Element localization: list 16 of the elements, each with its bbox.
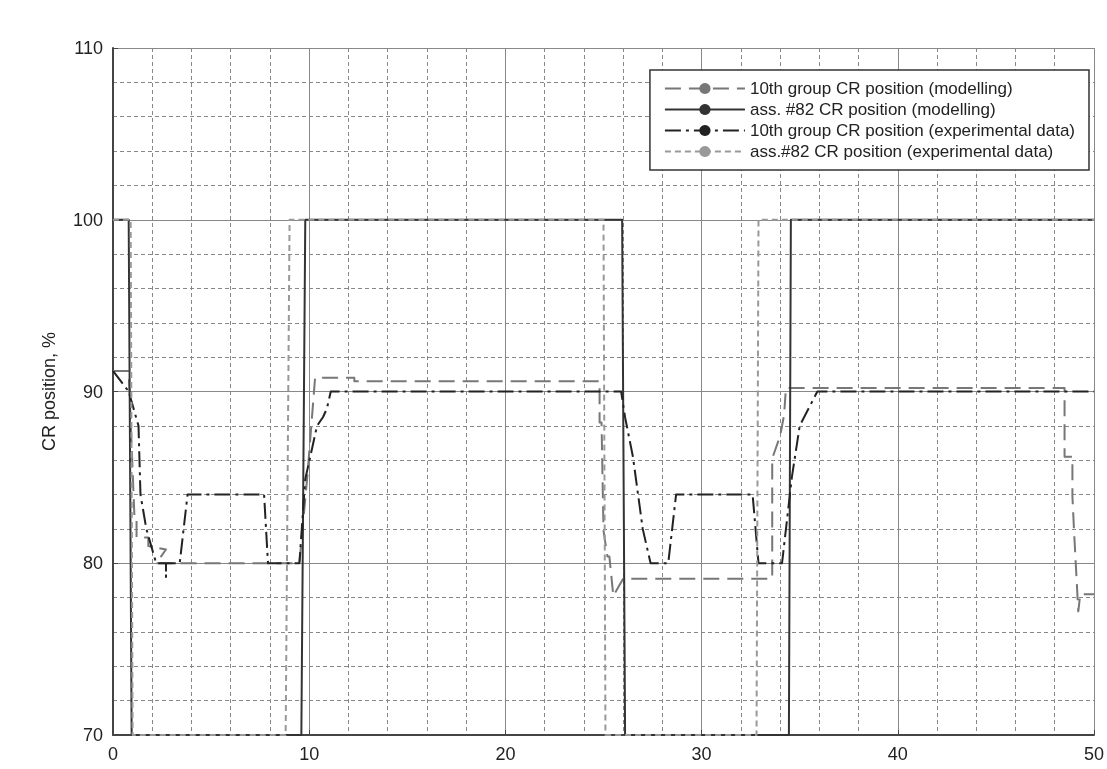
y-tick-label: 90 <box>82 381 103 402</box>
legend-label: 10th group CR position (modelling) <box>749 79 1013 98</box>
y-tick-label: 100 <box>72 209 103 230</box>
y-tick-label: 70 <box>82 725 103 745</box>
x-tick-label: 50 <box>1083 744 1104 764</box>
y-tick-label: 80 <box>82 553 103 574</box>
legend-label: ass. #82 CR position (modelling) <box>749 100 996 119</box>
y-axis-title: CR position, % <box>39 331 59 452</box>
y-tick-label: 110 <box>74 38 103 58</box>
legend-label: ass.#82 CR position (experimental data) <box>749 142 1054 161</box>
x-tick-label: 10 <box>299 744 320 764</box>
legend-label: 10th group CR position (experimental data) <box>749 121 1076 140</box>
x-tick-label: 0 <box>107 744 119 764</box>
x-tick-label: 30 <box>691 744 712 764</box>
x-tick-label: 20 <box>495 744 516 764</box>
x-tick-label: 40 <box>887 744 908 764</box>
